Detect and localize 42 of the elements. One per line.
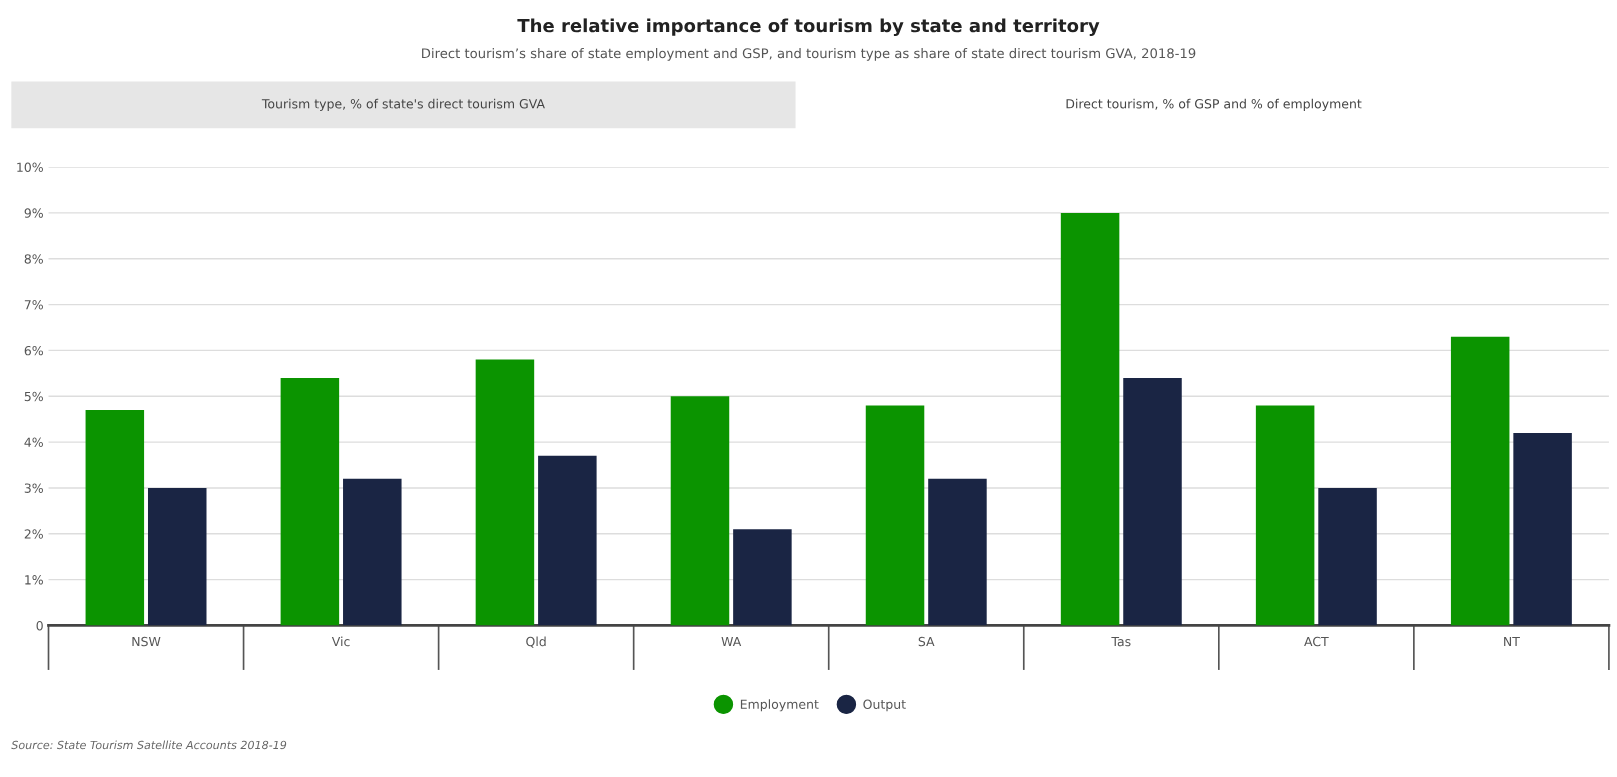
bar xyxy=(1255,405,1315,626)
bar xyxy=(1123,377,1182,626)
bar xyxy=(475,359,535,626)
y-tick-label: 3% xyxy=(24,483,43,493)
x-tick-label: WA xyxy=(721,636,742,647)
y-tick-label: 6% xyxy=(24,345,43,356)
y-tick-label: 5% xyxy=(24,391,43,402)
chart-subtitle: Direct tourism’s share of state employment and GSP, and tourism type as share of state direct tourism GVA, 2018-19 xyxy=(422,48,1196,61)
x-tick-label: NSW xyxy=(132,636,161,647)
x-tick-label: ACT xyxy=(1304,636,1329,647)
bar xyxy=(85,410,145,626)
x-tick-label: Qld xyxy=(526,636,546,648)
bar xyxy=(1450,336,1510,626)
x-tick-label: Vic xyxy=(331,636,350,647)
bar xyxy=(733,529,792,626)
bar xyxy=(670,396,730,626)
text: Direct tourism, % of GSP and % of employment xyxy=(1066,98,1362,111)
legend-label: Output xyxy=(863,699,906,712)
bar xyxy=(280,377,340,626)
bar xyxy=(147,487,207,626)
x-tick-label: Tas xyxy=(1111,636,1131,647)
y-tick-label: 1% xyxy=(25,575,43,585)
y-tick-label: 8% xyxy=(24,254,43,264)
x-tick-label: NT xyxy=(1504,636,1520,647)
y-tick-label: 7% xyxy=(24,300,43,310)
bar xyxy=(1513,432,1572,626)
bar xyxy=(1318,487,1377,626)
bar xyxy=(1060,212,1120,626)
x-tick-label: SA xyxy=(918,636,935,647)
y-tick-label: 10% xyxy=(17,162,43,172)
y-tick-label: 4% xyxy=(24,437,43,448)
legend-label: Employment xyxy=(740,699,819,712)
y-tick-label: 0 xyxy=(36,620,43,631)
bar xyxy=(928,478,987,626)
bar xyxy=(538,455,597,626)
y-tick-label: 9% xyxy=(24,208,43,218)
y-tick-label: 2% xyxy=(24,529,43,539)
bar xyxy=(343,478,402,626)
chart-title: The relative importance of tourism by state and territory xyxy=(517,18,1100,36)
text: Tourism type, % of state's direct tourism GVA xyxy=(261,98,545,111)
source-note: Source: State Tourism Satellite Accounts 2018-19 xyxy=(11,740,287,750)
bar xyxy=(865,405,925,626)
